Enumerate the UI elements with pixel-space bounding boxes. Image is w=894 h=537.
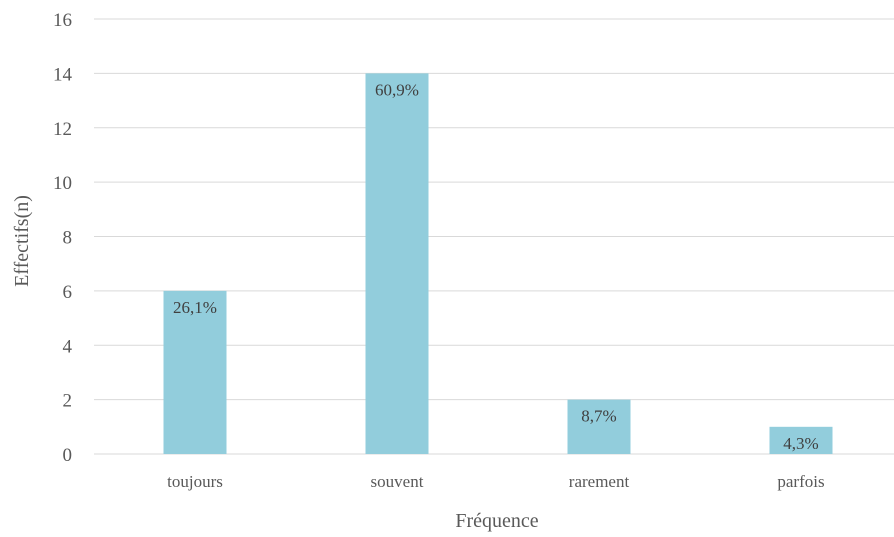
y-tick-label: 2	[63, 391, 73, 412]
y-tick-label: 10	[53, 173, 72, 194]
x-axis-categories: toujours souvent rarement parfois	[167, 472, 824, 491]
data-label-rarement: 8,7%	[581, 407, 616, 426]
bar-rarement	[567, 399, 631, 454]
gridlines	[94, 18, 894, 455]
y-axis-ticks: 0 2 4 6 8 10 12 14 16	[53, 10, 73, 466]
data-labels: 26,1% 60,9% 8,7% 4,3%	[173, 80, 819, 452]
data-label-toujours: 26,1%	[173, 298, 217, 317]
bar-souvent	[365, 73, 429, 454]
bars	[163, 73, 833, 454]
y-tick-label: 8	[63, 228, 73, 249]
data-label-parfois: 4,3%	[783, 434, 818, 453]
category-label-rarement: rarement	[569, 472, 630, 491]
y-axis-title: Effectifs(n)	[11, 195, 33, 287]
category-label-parfois: parfois	[777, 472, 824, 491]
y-tick-label: 0	[63, 445, 73, 466]
y-tick-label: 12	[53, 119, 72, 140]
x-axis-title: Fréquence	[455, 510, 538, 532]
y-tick-label: 6	[63, 282, 73, 303]
bar-toujours	[163, 290, 227, 454]
category-label-souvent: souvent	[371, 472, 424, 491]
category-label-toujours: toujours	[167, 472, 223, 491]
y-tick-label: 16	[53, 10, 72, 31]
y-tick-label: 4	[63, 336, 73, 357]
y-tick-label: 14	[53, 64, 73, 85]
bar-parfois	[769, 426, 833, 454]
data-label-souvent: 60,9%	[375, 80, 419, 99]
